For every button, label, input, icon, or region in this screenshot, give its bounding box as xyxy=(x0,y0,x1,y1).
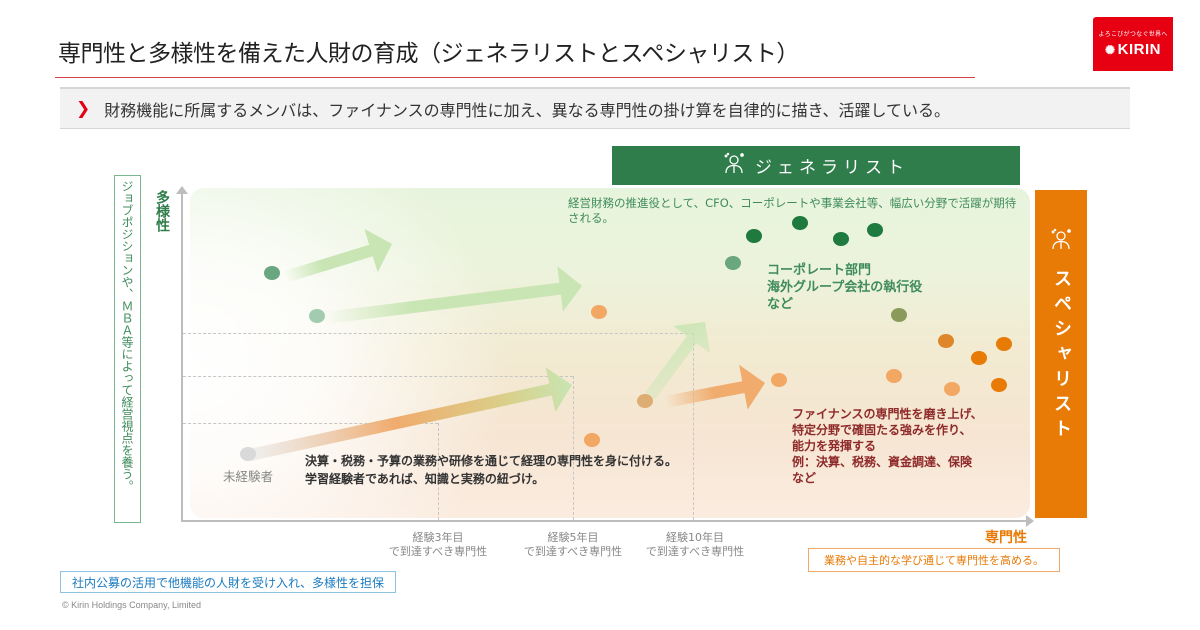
x-axis-arrowhead xyxy=(1026,515,1034,527)
generalist-role: コーポレート部門 xyxy=(767,263,872,278)
policy-note: 社内公募の活用で他機能の人財を受け入れ、多様性を担保 xyxy=(60,571,396,593)
foundation-line: 学習経験者であれば、知識と実務の紐づけ。 xyxy=(305,472,545,486)
x-tick-line: で到達すべき専門性 xyxy=(523,545,623,558)
specialist-description: ファイナンスの専門性を磨き上げ、 特定分野で確固たる強みを作り、 能力を発揮する… xyxy=(792,406,983,486)
subheading-bar: ❯ 財務機能に所属するメンバは、ファイナンスの専門性に加え、異なる専門性の掛け算… xyxy=(60,87,1130,129)
specialist-label: スペシャリスト xyxy=(1051,269,1072,444)
logo-brand: ✺ KIRIN xyxy=(1093,41,1173,58)
y-axis xyxy=(181,192,183,522)
x-tick-line: 経験10年目 xyxy=(666,531,724,544)
x-tick-line: 経験3年目 xyxy=(412,531,464,544)
x-axis xyxy=(181,520,1028,522)
specialist-line: など xyxy=(792,471,817,485)
specialist-line: 特定分野で確固たる強みを作り、 xyxy=(792,423,972,437)
guide-line-h1 xyxy=(183,333,693,334)
specialist-line: 例：決算、税務、資金調達、保険 xyxy=(792,455,973,469)
title-divider xyxy=(55,77,975,78)
guide-line-v3 xyxy=(693,333,694,520)
x-axis-label: 専門性 xyxy=(985,530,1027,546)
x-tick-line: で到達すべき専門性 xyxy=(388,545,488,558)
guide-line-v1 xyxy=(438,423,439,520)
copyright: © Kirin Holdings Company, Limited xyxy=(62,600,202,610)
generalist-role: 海外グループ会社の執行役 xyxy=(767,280,923,295)
x-tick-3yr: 経験3年目 で到達すべき専門性 xyxy=(370,531,506,559)
y-axis-arrowhead xyxy=(176,186,188,194)
specialist-banner: スペシャリスト xyxy=(1035,190,1087,518)
generalist-label: ジェネラリスト xyxy=(755,158,909,178)
x-tick-10yr: 経験10年目 で到達すべき専門性 xyxy=(627,531,763,559)
x-tick-line: で到達すべき専門性 xyxy=(645,545,745,558)
generalist-description: 経営財務の推進役として、CFO、コーポレートや事業会社等、幅広い分野で活躍が期待… xyxy=(568,196,1017,225)
foundation-line: 決算・税務・予算の業務や研修を通じて経理の専門性を身に付ける。 xyxy=(305,454,678,468)
y-axis-label: 多様性 xyxy=(154,190,170,232)
chevron-right-icon: ❯ xyxy=(76,98,91,119)
specialist-line: 能力を発揮する xyxy=(792,439,877,453)
x-tick-5yr: 経験5年目 で到達すべき専門性 xyxy=(505,531,641,559)
foundation-description: 決算・税務・予算の業務や研修を通じて経理の専門性を身に付ける。 学習経験者であれ… xyxy=(305,452,677,488)
person-icon xyxy=(723,152,745,179)
kirin-logo: よろこびがつなぐ世界へ ✺ KIRIN xyxy=(1093,17,1173,71)
subheading-text: 財務機能に所属するメンバは、ファイナンスの専門性に加え、異なる専門性の掛け算を自… xyxy=(104,100,951,120)
logo-brand-text: KIRIN xyxy=(1117,41,1161,58)
logo-tagline: よろこびがつなぐ世界へ xyxy=(1098,31,1168,38)
generalist-roles: コーポレート部門 海外グループ会社の執行役 など xyxy=(767,262,922,313)
generalist-banner: ジェネラリスト xyxy=(612,146,1020,185)
generalist-role: など xyxy=(767,297,794,312)
person-icon xyxy=(1050,228,1072,255)
page-title: 専門性と多様性を備えた人財の育成（ジェネラリストとスペシャリスト） xyxy=(58,41,799,67)
x-tick-line: 経験5年目 xyxy=(547,531,599,544)
guide-line-h2 xyxy=(183,376,573,377)
guide-line-v2 xyxy=(573,376,574,520)
x-axis-note: 業務や自主的な学び通じて専門性を高める。 xyxy=(808,548,1060,572)
y-axis-note: ジョブポジションや、ＭＢＡ等によって経営視点を養う。 xyxy=(114,175,141,523)
specialist-line: ファイナンスの専門性を磨き上げ、 xyxy=(792,407,983,421)
guide-line-h3 xyxy=(183,423,438,424)
novice-label: 未経験者 xyxy=(223,469,274,484)
kirin-mark-icon: ✺ xyxy=(1105,43,1116,57)
